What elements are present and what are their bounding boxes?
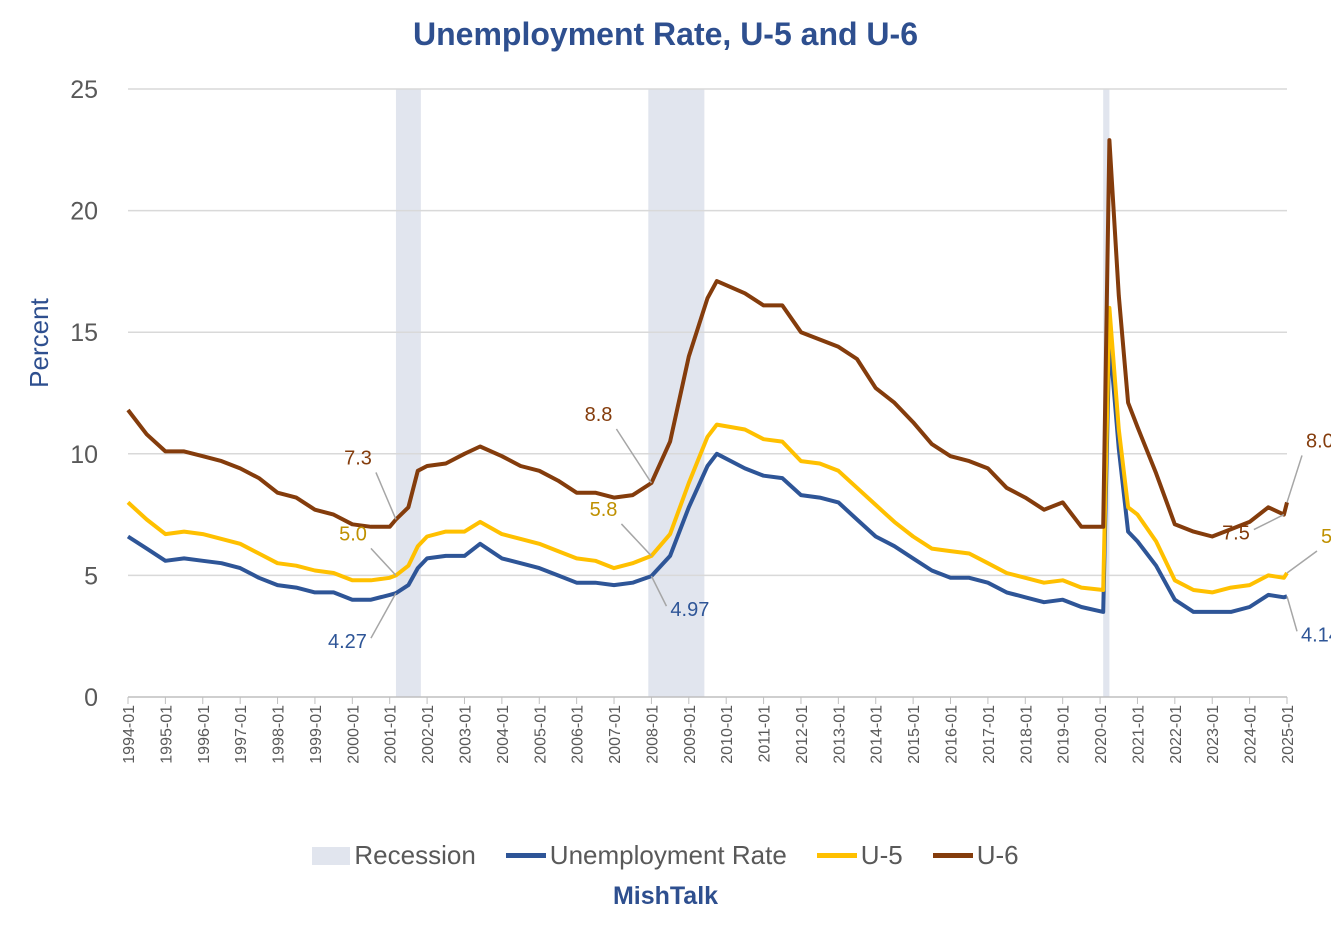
x-tick-label: 2020-01 [1093,705,1110,764]
recession-band [395,89,421,697]
x-tick-label: 2025-01 [1280,705,1297,764]
y-tick-label: 25 [70,76,98,104]
x-tick-label: 2005-01 [532,705,549,764]
data-label: 4.14 [1301,624,1331,646]
x-tick-label: 2019-01 [1056,705,1073,764]
x-tick-label: 2004-01 [495,705,512,764]
legend-item-u6: U-6 [932,840,1019,871]
x-tick-label: 2000-01 [345,705,362,764]
legend: Recession Unemployment Rate U-5 U-6 [0,840,1331,871]
data-label: 5.0 [339,523,367,545]
series-line-u-5 [126,305,1289,595]
legend-swatch-u6 [932,853,973,858]
x-tick-label: 2015-01 [906,705,923,764]
legend-swatch-u5 [816,853,857,858]
x-tick-label: 2016-01 [944,705,961,764]
data-label: 8.0 [1306,430,1331,452]
x-tick-label: 1995-01 [158,705,175,764]
annotation-leader [1286,550,1318,574]
legend-item-unemployment-rate: Unemployment Rate [505,840,787,871]
x-tick-label: 2011-01 [757,705,774,763]
data-label: 5.8 [590,499,618,521]
recession-band [648,89,705,697]
x-tick-label: 2017-01 [981,705,998,764]
legend-label: U-6 [976,840,1019,870]
legend-item-u5: U-5 [816,840,903,871]
annotation-leader [1286,596,1298,632]
x-tick-label: 2006-01 [570,705,587,764]
data-label: 7.3 [344,447,372,469]
legend-label: Unemployment Rate [549,840,787,870]
y-tick-label: 5 [84,562,98,590]
chart-title: Unemployment Rate, U-5 and U-6 [413,16,918,52]
x-tick-label: 2010-01 [719,705,736,764]
x-tick-label: 1997-01 [233,705,250,764]
x-tick-label: 2009-01 [682,705,699,764]
x-tick-label: 2023-01 [1205,705,1222,764]
source-label: MishTalk [612,882,719,910]
x-tick-label: 1999-01 [308,705,325,764]
data-label: 5.1 [1321,526,1331,548]
data-label: 7.5 [1222,523,1250,545]
legend-swatch-recession [312,846,351,865]
legend-label: U-5 [860,840,903,870]
y-tick-label: 10 [70,441,98,469]
x-tick-label: 1998-01 [271,705,288,764]
x-tick-label: 2001-01 [383,705,400,764]
legend-label: Recession [354,840,476,870]
series-line-u-6 [126,138,1289,539]
x-tick-label: 2024-01 [1243,705,1260,764]
annotation-leader [370,592,397,639]
x-tick-label: 2007-01 [607,705,624,764]
x-tick-label: 2013-01 [831,705,848,764]
annotation-leader [1253,513,1285,531]
legend-item-recession: Recession [312,840,476,871]
data-label: 4.27 [328,631,367,653]
x-tick-label: 2012-01 [794,705,811,764]
x-tick-label: 2002-01 [420,705,437,764]
x-tick-label: 2014-01 [869,705,886,764]
annotation-leader [620,523,652,557]
annotation-leader [1286,455,1303,503]
x-tick-label: 1994-01 [121,705,138,764]
y-axis-label: Percent [24,297,54,387]
data-label: 8.8 [585,404,613,426]
y-tick-label: 15 [70,319,98,347]
x-tick-label: 2008-01 [644,705,661,764]
annotation-leader [370,547,397,576]
y-tick-label: 20 [70,198,98,226]
legend-swatch-unemployment-rate [505,853,546,858]
x-tick-label: 2003-01 [457,705,474,764]
annotation-leader [615,428,653,484]
annotation-leader [375,472,397,520]
annotation-leader [650,575,668,607]
x-tick-label: 2018-01 [1018,705,1035,764]
x-tick-label: 1996-01 [196,705,213,764]
x-tick-label: 2022-01 [1168,705,1185,764]
data-label: 4.97 [670,599,709,621]
x-tick-label: 2021-01 [1130,705,1147,764]
y-tick-label: 0 [84,684,98,712]
